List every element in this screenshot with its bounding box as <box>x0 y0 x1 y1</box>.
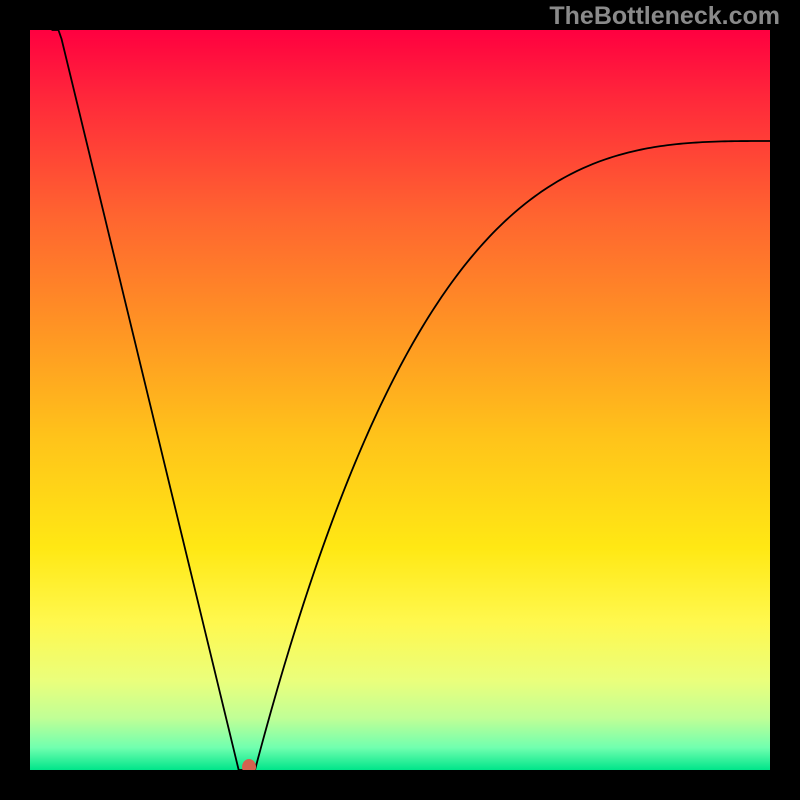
plot-border <box>770 0 800 800</box>
plot-background <box>30 30 770 770</box>
plot-border <box>0 770 800 800</box>
watermark-text: TheBottleneck.com <box>549 2 780 31</box>
bottleneck-chart <box>0 0 800 800</box>
plot-border <box>0 0 30 800</box>
